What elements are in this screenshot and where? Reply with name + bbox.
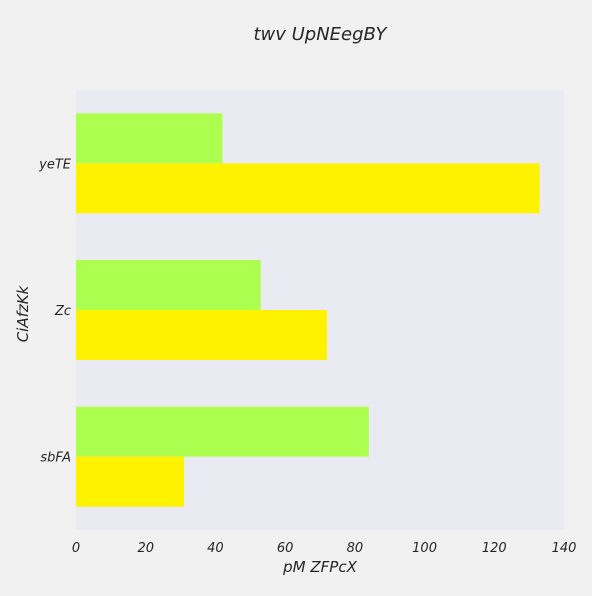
bar-yeTE-series-1 bbox=[76, 113, 223, 164]
x-tick-label: 140 bbox=[552, 541, 577, 556]
bar-sbFA-series-2 bbox=[76, 456, 185, 507]
y-tick-label: Zc bbox=[54, 304, 71, 319]
bar-yeTE-series-2 bbox=[76, 163, 540, 214]
chart-title: twv UpNEegBY bbox=[253, 24, 388, 45]
y-tick-label: yeTE bbox=[38, 157, 72, 172]
bar-sbFA-series-1 bbox=[76, 406, 369, 457]
x-tick-label: 0 bbox=[72, 541, 80, 556]
x-axis-label: pM ZFPcX bbox=[282, 558, 357, 576]
bar-Zc-series-1 bbox=[76, 260, 261, 310]
x-tick-label: 20 bbox=[137, 541, 154, 556]
x-tick-label: 40 bbox=[207, 541, 224, 556]
bar-Zc-series-2 bbox=[76, 310, 327, 360]
y-tick-label: sbFA bbox=[40, 451, 71, 466]
x-tick-label: 80 bbox=[347, 541, 364, 556]
bars-group bbox=[76, 113, 540, 507]
y-tick-labels: yeTE Zc sbFA bbox=[38, 157, 72, 465]
x-tick-labels: 0 20 40 60 80 100 120 140 bbox=[72, 541, 577, 556]
x-tick-label: 120 bbox=[482, 541, 507, 556]
x-tick-label: 100 bbox=[412, 541, 437, 556]
x-tick-label: 60 bbox=[277, 541, 294, 556]
y-axis-label: CiAfzKk bbox=[14, 284, 32, 342]
